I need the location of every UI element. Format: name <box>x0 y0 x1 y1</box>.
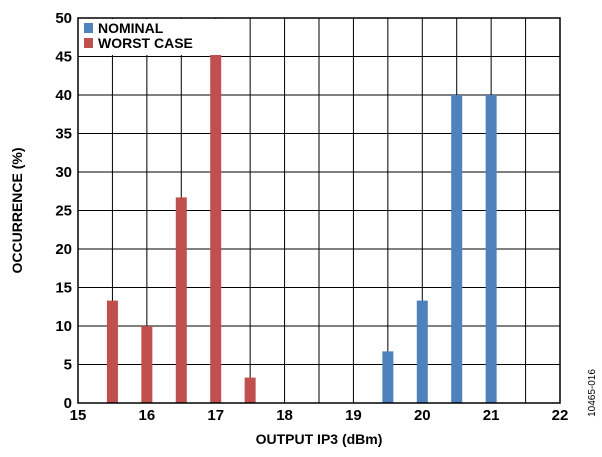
y-tick-label: 45 <box>55 49 72 66</box>
plot-frame <box>77 17 561 404</box>
legend-background <box>79 19 227 55</box>
x-tick-label: 19 <box>345 407 362 424</box>
bar-nominal <box>485 95 497 403</box>
bar-worst-case <box>244 377 256 403</box>
grid <box>78 18 560 403</box>
y-tick-label: 25 <box>55 203 72 220</box>
bar-nominal <box>451 95 463 403</box>
y-tick-labels: 0 5 10 15 20 25 30 35 40 45 50 <box>55 10 72 412</box>
y-tick-label: 20 <box>55 241 72 258</box>
y-tick-label: 10 <box>55 318 72 335</box>
legend: NOMINAL WORST CASE <box>79 19 227 55</box>
y-tick-label: 40 <box>55 87 72 104</box>
legend-swatch-worst-case <box>84 38 93 48</box>
figure-id: 10465-016 <box>587 369 598 417</box>
x-tick-label: 18 <box>276 407 293 424</box>
y-tick-label: 30 <box>55 164 72 181</box>
legend-swatch-nominal <box>84 23 93 33</box>
y-tick-label: 15 <box>55 280 72 297</box>
bar-worst-case <box>210 43 222 403</box>
x-tick-label: 20 <box>414 407 431 424</box>
y-tick-label: 0 <box>64 395 72 412</box>
bar-worst-case <box>106 300 118 403</box>
x-tick-label: 22 <box>552 407 569 424</box>
y-axis-title: OCCURRENCE (%) <box>9 148 25 274</box>
y-tick-label: 50 <box>55 10 72 27</box>
x-tick-label: 21 <box>483 407 500 424</box>
x-axis-title: OUTPUT IP3 (dBm) <box>256 431 383 447</box>
legend-label-nominal: NOMINAL <box>98 20 164 36</box>
x-tick-label: 15 <box>70 407 87 424</box>
x-tick-label: 17 <box>207 407 224 424</box>
bar-nominal <box>382 351 394 403</box>
bar-worst-case <box>175 197 187 403</box>
x-tick-labels: 15 16 17 18 19 20 21 22 <box>70 407 569 424</box>
x-tick-label: 16 <box>139 407 156 424</box>
bar-nominal <box>416 300 428 403</box>
y-tick-label: 35 <box>55 126 72 143</box>
y-tick-label: 5 <box>64 357 72 374</box>
bars <box>106 43 497 403</box>
bar-worst-case <box>141 326 153 403</box>
legend-label-worst-case: WORST CASE <box>98 35 193 51</box>
